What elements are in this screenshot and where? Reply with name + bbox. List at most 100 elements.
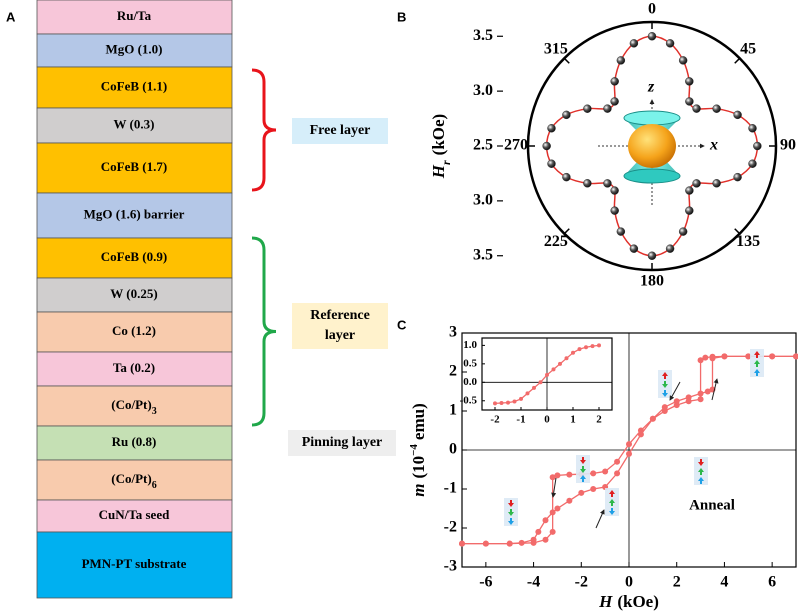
data-point	[614, 458, 621, 465]
data-point	[704, 388, 711, 395]
data-point	[519, 396, 523, 401]
y-tick-label: -2	[444, 519, 457, 536]
data-point	[554, 505, 561, 512]
data-point	[702, 354, 709, 361]
layer-name: W (0.3)	[114, 116, 155, 131]
data-point	[661, 404, 668, 411]
data-point	[712, 104, 721, 113]
data-point	[629, 39, 639, 48]
layer-name: (Co/Pt)	[111, 397, 151, 412]
layer-name: Co (1.2)	[112, 323, 156, 338]
data-point	[793, 353, 798, 360]
subscript: r	[439, 160, 453, 165]
layer-label: CoFeB (0.9)	[101, 249, 167, 264]
layer-label: CoFeB (1.1)	[101, 78, 167, 93]
superscript: −4	[408, 444, 420, 456]
layer	[36, 237, 233, 279]
sphere	[628, 124, 676, 168]
y-tick-label: 0.5	[463, 357, 477, 369]
data-point	[616, 56, 626, 65]
r-tick-label: 3.0	[473, 82, 493, 99]
data-point	[562, 172, 571, 182]
y-axis-label: m (10−4 emu)	[408, 403, 428, 497]
group-label-box	[292, 303, 388, 349]
data-point	[562, 110, 571, 120]
theta-tick-label: 0	[648, 1, 656, 18]
unit: (kOe)	[429, 114, 448, 156]
data-point	[614, 470, 621, 477]
layer-label: W (0.3)	[114, 116, 155, 131]
y-tick-label: 0	[449, 441, 457, 458]
data-point	[566, 497, 573, 504]
data-point	[692, 179, 701, 188]
data-point	[542, 141, 551, 151]
data-point	[753, 141, 762, 151]
x-tick-label: -4	[527, 574, 540, 591]
y-tick-label: 0.0	[463, 376, 477, 388]
data-point	[590, 344, 595, 349]
data-point	[551, 367, 556, 372]
data-point	[549, 474, 556, 481]
spin-arrow	[698, 459, 704, 466]
data-point	[525, 391, 530, 396]
brace	[251, 236, 277, 427]
layer-label: (Co/Pt)6	[111, 471, 156, 491]
data-point	[637, 431, 644, 438]
panel-letter: A	[6, 9, 16, 24]
layer-name: W (0.25)	[110, 286, 157, 301]
x-tick-label: -6	[479, 574, 492, 591]
spin-arrow	[609, 508, 615, 515]
symbol: m	[409, 484, 428, 497]
spin-arrow	[508, 500, 514, 507]
layer-name: CoFeB (1.7)	[101, 159, 167, 174]
data-point	[530, 536, 537, 543]
spin-arrow	[580, 475, 586, 482]
data-point	[542, 517, 549, 524]
data-point	[564, 356, 569, 361]
y-tick-label: 1	[449, 402, 457, 419]
data-point	[697, 390, 704, 397]
x-tick-label: 0	[625, 574, 633, 591]
data-point	[558, 361, 562, 366]
y-tick-label: -1	[444, 480, 457, 497]
layer-subscript: 6	[152, 480, 157, 491]
data-point	[697, 396, 704, 403]
layer-label: CoFeB (1.7)	[101, 159, 167, 174]
r-tick-label: 3.5	[473, 27, 493, 44]
data-point	[685, 394, 692, 401]
theta-tick-label: 225	[544, 233, 568, 250]
group-label: Free layer	[310, 123, 371, 138]
spin-arrow	[662, 372, 668, 379]
data-point	[649, 415, 656, 422]
layer	[36, 33, 233, 68]
unit: (10	[409, 456, 428, 479]
spin-arrow	[609, 499, 615, 506]
data-point	[629, 244, 639, 253]
data-point	[733, 110, 742, 120]
panel-letter: C	[397, 317, 407, 332]
x-tick-label: -1	[516, 414, 525, 426]
axis-name: x	[709, 137, 718, 154]
theta-tick-label: 135	[736, 233, 760, 250]
data-point	[745, 353, 752, 360]
data-point	[748, 124, 757, 133]
x-tick-label: 0	[544, 414, 550, 426]
data-point	[610, 186, 619, 195]
layer-name: CoFeB (1.1)	[101, 78, 167, 93]
data-point	[597, 343, 601, 348]
data-point	[603, 104, 612, 113]
unit: emu)	[409, 403, 428, 440]
data-point	[692, 104, 701, 113]
data-point	[459, 540, 465, 547]
data-point	[721, 353, 728, 360]
sweep-arrow	[669, 381, 681, 401]
x-tick-label: 2	[673, 574, 681, 591]
data-point	[583, 104, 592, 113]
data-point	[506, 540, 513, 547]
brace	[251, 68, 277, 192]
spin-arrow	[754, 369, 760, 376]
data-point	[685, 206, 694, 215]
data-point	[647, 251, 657, 260]
unit: (kOe)	[617, 592, 659, 611]
data-point	[578, 489, 585, 496]
